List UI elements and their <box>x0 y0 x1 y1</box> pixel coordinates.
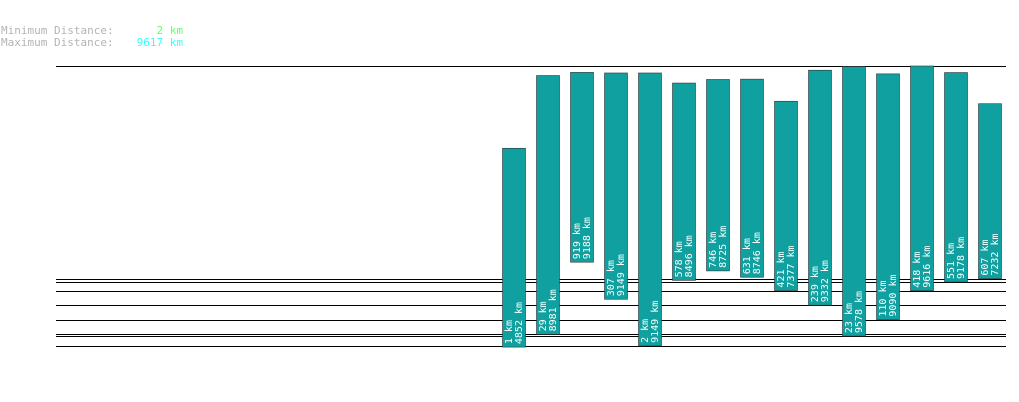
bar-max-label: 9616 km <box>922 246 933 288</box>
bar-min-label: 2 km <box>640 319 651 343</box>
bar-max-label: 9178 km <box>956 237 967 279</box>
bar-max-label: 9578 km <box>854 291 865 333</box>
distance-bar <box>876 73 900 320</box>
bar-range-label: 421 km7377 km <box>776 245 797 287</box>
bar-max-label: 8725 km <box>718 226 729 268</box>
bar-max-label: 8496 km <box>684 235 695 277</box>
bar-range-label: 631 km8746 km <box>742 232 763 274</box>
bar-range-label: 307 km9149 km <box>606 254 627 296</box>
bar-min-label: 551 km <box>946 243 957 279</box>
bar-min-label: 1 km <box>504 320 515 344</box>
distance-bar <box>910 65 934 292</box>
bar-range-label: 919 km9188 km <box>572 217 593 259</box>
bar-max-label: 9332 km <box>820 260 831 302</box>
distance-bar <box>842 66 866 337</box>
distance-bar <box>570 72 594 263</box>
min-distance-row: Minimum Distance: 2 km <box>1 25 183 37</box>
distance-bar <box>536 75 560 335</box>
bar-min-label: 239 km <box>810 266 821 302</box>
bar-range-label: 418 km9616 km <box>912 246 933 288</box>
distance-legend: Minimum Distance: 2 km Maximum Distance: 9… <box>1 25 183 49</box>
distance-bar <box>978 103 1002 279</box>
max-distance-value: 9617 km <box>136 36 183 49</box>
bar-min-label: 578 km <box>674 241 685 277</box>
bar-min-label: 607 km <box>980 240 991 276</box>
bar-min-label: 919 km <box>572 223 583 259</box>
distance-bar <box>672 82 696 281</box>
bar-range-label: 23 km9578 km <box>844 291 865 333</box>
distance-bar <box>774 100 798 291</box>
distance-bar <box>808 69 832 306</box>
distance-bar <box>638 72 662 347</box>
distance-bar <box>944 72 968 283</box>
bar-range-label: 607 km7232 km <box>980 233 1001 275</box>
bar-max-label: 7232 km <box>990 233 1001 275</box>
bar-max-label: 9149 km <box>650 301 661 343</box>
max-distance-row: Maximum Distance: 9617 km <box>1 37 183 49</box>
bar-range-label: 1 km4852 km <box>504 302 525 344</box>
bar-max-label: 9149 km <box>616 254 627 296</box>
distance-bar <box>502 147 526 348</box>
bar-max-label: 9090 km <box>888 274 899 316</box>
bar-max-label: 8746 km <box>752 232 763 274</box>
bar-range-label: 746 km8725 km <box>708 226 729 268</box>
bar-min-label: 421 km <box>776 251 787 287</box>
bar-range-label: 239 km9332 km <box>810 260 831 302</box>
bar-min-label: 110 km <box>878 280 889 316</box>
min-distance-label: Minimum Distance: <box>1 24 114 37</box>
distance-bar <box>740 78 764 278</box>
bar-max-label: 9188 km <box>582 217 593 259</box>
bar-range-label: 110 km9090 km <box>878 274 899 316</box>
bar-min-label: 23 km <box>844 303 855 333</box>
bar-min-label: 418 km <box>912 252 923 288</box>
bar-min-label: 29 km <box>538 301 549 331</box>
bar-min-label: 307 km <box>606 260 617 296</box>
bar-max-label: 7377 km <box>786 245 797 287</box>
bar-range-label: 2 km9149 km <box>640 301 661 343</box>
max-distance-label: Maximum Distance: <box>1 36 114 49</box>
bar-range-label: 578 km8496 km <box>674 235 695 277</box>
distance-bar <box>604 72 628 300</box>
distance-bar <box>706 79 730 272</box>
bar-max-label: 8981 km <box>548 289 559 331</box>
bar-min-label: 746 km <box>708 232 719 268</box>
bar-range-label: 551 km9178 km <box>946 237 967 279</box>
min-distance-value: 2 km <box>156 24 184 37</box>
bar-max-label: 4852 km <box>514 302 525 344</box>
bar-range-label: 29 km8981 km <box>538 289 559 331</box>
bar-min-label: 631 km <box>742 238 753 274</box>
